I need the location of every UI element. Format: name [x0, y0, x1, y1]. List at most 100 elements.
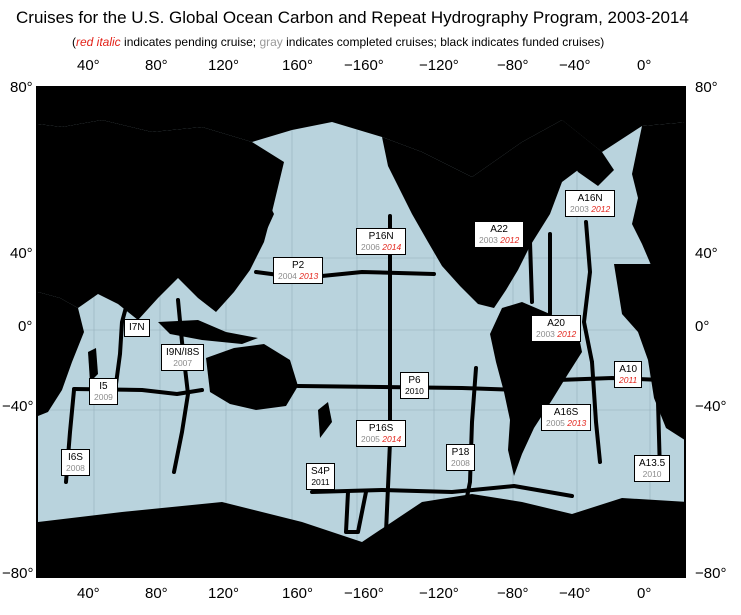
cruise-label-p18: P18 2008	[446, 444, 475, 472]
lon-tick-bottom: 160°	[282, 585, 314, 602]
cruise-name: A16N	[577, 193, 603, 204]
lon-tick-bottom: −40°	[559, 585, 591, 602]
cruise-year: 2008	[451, 457, 470, 468]
cruise-name: A16S	[553, 407, 579, 418]
lat-tick-right: −80°	[695, 565, 727, 582]
cruise-label-i5: I5 2009	[89, 378, 118, 406]
lat-tick-right: 80°	[695, 79, 718, 96]
lat-tick-right: 40°	[695, 245, 718, 262]
south-america	[490, 302, 582, 476]
cruise-name: P2	[291, 260, 305, 271]
lon-tick-bottom: −80°	[497, 585, 529, 602]
europe	[632, 122, 684, 300]
legend-pending-key: red italic	[76, 35, 121, 49]
lon-tick-top: 40°	[77, 57, 100, 74]
cruise-year: 2009	[94, 391, 113, 402]
cruise-year: 2011	[619, 374, 638, 385]
cruise-year: 2012	[500, 234, 520, 245]
cruise-year: 2003	[479, 234, 498, 245]
legend-completed-text: indicates completed cruises; black indic…	[282, 35, 605, 49]
cruise-name: A20	[547, 318, 565, 329]
cruise-year: 2013	[567, 417, 587, 428]
lat-tick-left: 80°	[10, 79, 33, 96]
cruise-label-p2: P2 2004 2013	[273, 257, 324, 285]
track-a10	[556, 376, 664, 382]
cruise-name: I6S	[67, 452, 83, 463]
greenland	[562, 120, 614, 186]
lat-tick-left: 0°	[18, 318, 33, 335]
cruise-year: 2014	[382, 433, 402, 444]
cruise-year: 2003	[536, 328, 555, 339]
map-legend-note: (red italic indicates pending cruise; gr…	[72, 35, 604, 49]
cruise-label-a22: A22 2003 2012	[474, 221, 525, 249]
australia	[206, 344, 298, 410]
cruise-name: S4P	[311, 466, 330, 477]
cruise-year: 2005	[546, 417, 565, 428]
lon-tick-top: 0°	[637, 57, 652, 74]
lat-tick-left: −40°	[2, 398, 34, 415]
cruise-label-p6: P6 2010	[400, 372, 429, 400]
track-a13-5	[652, 320, 662, 474]
cruise-label-p16n: P16N 2006 2014	[356, 228, 407, 256]
cruise-label-a10: A10 2011	[614, 361, 643, 389]
madagascar	[88, 348, 98, 382]
track-a16n	[582, 220, 594, 364]
cruise-year: 2010	[405, 385, 424, 396]
cruise-name: A13.5	[639, 458, 666, 469]
lon-tick-top: −120°	[419, 57, 459, 74]
africa-east	[614, 264, 684, 440]
arctic-land	[38, 88, 684, 177]
africa	[38, 292, 84, 416]
cruise-year: 2012	[591, 203, 611, 214]
lon-tick-bottom: −120°	[419, 585, 459, 602]
track-southern-loop	[344, 490, 368, 534]
lat-tick-left: −80°	[2, 565, 34, 582]
cruise-year: 2006	[361, 241, 380, 252]
new-zealand	[318, 402, 332, 438]
lon-tick-bottom: 120°	[208, 585, 240, 602]
lat-tick-right: 0°	[695, 318, 710, 335]
japan	[256, 198, 274, 236]
track-s4p	[310, 484, 574, 498]
lon-tick-top: −80°	[497, 57, 529, 74]
cruise-name: P18	[451, 447, 470, 458]
cruise-label-a16n: A16N 2003 2012	[565, 190, 616, 218]
cruise-year: 2012	[557, 328, 577, 339]
cruise-label-a20: A20 2003 2012	[531, 315, 582, 343]
cruise-name: A22	[490, 224, 508, 235]
cruise-name: P16S	[368, 423, 394, 434]
lon-tick-top: 160°	[282, 57, 314, 74]
cruise-name: P16N	[368, 231, 394, 242]
lat-tick-left: 40°	[10, 245, 33, 262]
track-a20	[528, 240, 534, 304]
cruise-name: I9N/I8S	[166, 347, 200, 358]
legend-pending-text: indicates pending cruise;	[120, 35, 260, 49]
cruise-label-i9n-i8s: I9N/I8S 2007	[161, 344, 205, 372]
antarctica	[38, 494, 684, 576]
cruise-name: I5	[99, 381, 108, 392]
cruise-name: I7N	[129, 322, 145, 333]
eurasia	[38, 120, 284, 320]
cruise-year: 2011	[311, 476, 330, 487]
legend-paren: (	[72, 35, 76, 49]
cruise-year: 2010	[642, 468, 662, 479]
track-a16s	[590, 360, 602, 464]
legend-completed-key: gray	[259, 35, 283, 49]
cruise-label-p16s: P16S 2005 2014	[356, 420, 407, 448]
cruise-label-s4p: S4P 2011	[306, 463, 335, 491]
cruise-label-i7n: I7N	[124, 319, 150, 337]
lon-tick-top: −40°	[559, 57, 591, 74]
cruise-label-a13-5: A13.5 2010	[634, 455, 671, 483]
cruise-name: A10	[619, 364, 638, 375]
lon-tick-top: 120°	[208, 57, 240, 74]
map-title: Cruises for the U.S. Global Ocean Carbon…	[16, 8, 689, 27]
lon-tick-bottom: 0°	[637, 585, 652, 602]
cruise-year: 2013	[299, 270, 319, 281]
track-i7n	[114, 298, 130, 386]
cruise-label-a16s: A16S 2005 2013	[541, 404, 592, 432]
lon-tick-bottom: −160°	[344, 585, 384, 602]
lon-tick-bottom: 40°	[77, 585, 100, 602]
cruise-year: 2008	[66, 462, 85, 473]
lon-tick-top: 80°	[145, 57, 168, 74]
cruise-name: P6	[408, 375, 421, 386]
